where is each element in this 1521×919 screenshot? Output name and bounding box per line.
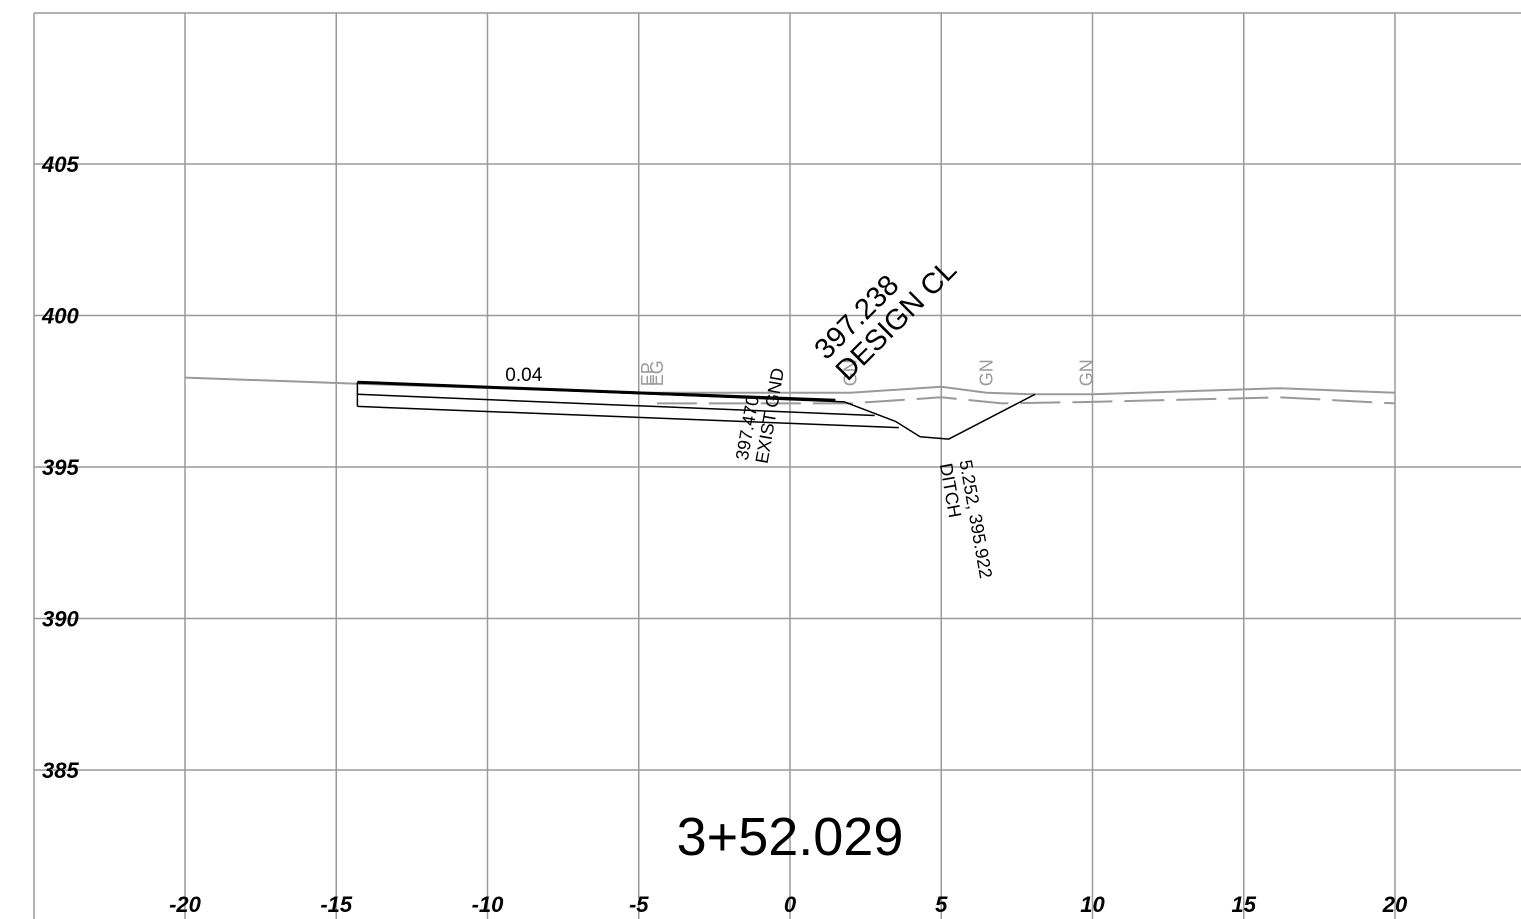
y-tick-label: 405 [41,152,79,177]
x-tick-label: 20 [1382,892,1408,917]
x-tick-label: 0 [784,892,797,917]
series-pavement-top [357,381,1036,440]
x-tick-label: -10 [472,892,505,917]
point-marker-label: GN [841,359,861,386]
x-tick-label: -20 [169,892,202,917]
annotation-value: 5.252, 395.922 [955,458,996,580]
point-marker-label: GN [1076,359,1096,386]
x-tick-label: -5 [629,892,649,917]
x-tick-label: -15 [320,892,353,917]
series-layer [184,376,1396,440]
point-marker-label: EG [647,360,667,386]
point-marker-label: EP [638,362,658,386]
station-title: 3+52.029 [677,807,904,867]
y-tick-label: 395 [42,455,79,480]
x-tick-label: 5 [935,892,948,917]
point-marker-label: GN [977,359,997,386]
tick-labels: -20 -15 -10 -5 0 5 10 15 20 385 390 395 400 405 [41,152,1408,917]
slope-label: 0.04 [505,365,542,386]
series-subbase-bottom [357,405,899,429]
x-tick-label: 10 [1080,892,1105,917]
y-tick-label: 400 [41,304,79,329]
y-tick-label: 390 [42,607,79,632]
series-pavement-layer [357,393,875,417]
x-tick-label: 15 [1232,892,1257,917]
y-tick-label: 385 [42,758,79,783]
grid [33,12,1521,919]
